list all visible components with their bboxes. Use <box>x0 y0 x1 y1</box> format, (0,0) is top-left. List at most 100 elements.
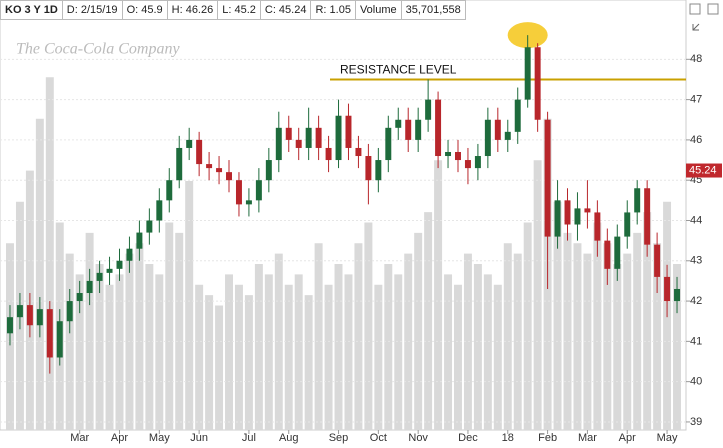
y-tick-label: 47 <box>690 94 702 106</box>
volume-bar <box>185 181 194 430</box>
candle-body <box>445 151 452 157</box>
icon[interactable] <box>692 23 700 31</box>
y-tick-label: 41 <box>690 335 702 347</box>
volume-bar <box>583 253 592 430</box>
candle-body <box>395 119 402 128</box>
volume-label: Volume <box>355 0 402 20</box>
volume-bar <box>473 264 482 430</box>
x-tick-label: Jun <box>190 432 208 444</box>
candle-body <box>584 208 591 213</box>
candle-body <box>166 180 173 201</box>
y-tick-label: 39 <box>690 416 702 428</box>
candle-body <box>435 99 442 157</box>
candle-body <box>126 248 133 261</box>
candle-body <box>375 160 382 181</box>
candle-body <box>544 119 551 237</box>
candle-body <box>325 147 332 161</box>
candle-body <box>464 160 471 169</box>
candle-body <box>136 232 143 249</box>
volume-bar <box>314 243 323 430</box>
volume-bar <box>414 232 423 430</box>
candle-body <box>455 151 461 161</box>
candle-body <box>664 276 671 302</box>
candle-body <box>56 321 63 358</box>
x-tick-label: Oct <box>370 432 387 444</box>
x-tick-label: Sep <box>329 432 349 444</box>
volume-bar <box>274 253 283 430</box>
volume-bar <box>45 77 54 430</box>
volume-bar <box>424 212 433 430</box>
volume-bar <box>95 264 104 430</box>
volume-bar <box>195 284 204 430</box>
symbol: KO 3 Y 1D <box>0 0 63 20</box>
volume-bar <box>35 118 44 430</box>
x-tick-label: Apr <box>619 432 636 444</box>
volume-bar <box>145 264 154 430</box>
volume-bar <box>254 264 263 430</box>
candle-body <box>534 47 541 120</box>
candle-body <box>216 168 223 173</box>
x-tick-label: Feb <box>538 432 557 444</box>
watermark: The Coca-Cola Company <box>16 41 180 58</box>
candle-body <box>594 212 601 241</box>
volume-bar <box>533 160 542 430</box>
candle-body <box>624 212 631 237</box>
range: R: 1.05 <box>311 0 356 20</box>
volume-bar <box>613 264 622 430</box>
volume-bar <box>623 253 632 430</box>
candle-body <box>265 160 272 181</box>
candle-body <box>474 156 481 169</box>
candle-body <box>355 147 362 157</box>
volume-bar <box>603 243 612 430</box>
candle-body <box>6 317 13 334</box>
candle-body <box>335 115 342 161</box>
icon[interactable] <box>707 3 719 15</box>
volume-bar <box>653 243 662 430</box>
info-bar: KO 3 Y 1D D: 2/15/19 O: 45.9 H: 46.26 L:… <box>0 0 466 20</box>
candle-body <box>484 119 491 157</box>
x-tick-label: Dec <box>458 432 478 444</box>
volume-bar <box>374 284 383 430</box>
candle-body <box>654 244 661 277</box>
y-tick-label: 40 <box>690 376 702 388</box>
candle-body <box>365 156 372 181</box>
volume-bar <box>234 284 243 430</box>
candle-body <box>275 127 282 161</box>
open: O: 45.9 <box>122 0 168 20</box>
volume-bar <box>165 222 174 430</box>
candle-body <box>116 260 123 269</box>
volume-bar <box>553 201 562 430</box>
candle-body <box>494 119 501 140</box>
volume-bar <box>454 284 462 430</box>
volume-bar <box>105 284 114 430</box>
volume-bar <box>563 232 572 430</box>
candle-body <box>644 188 651 245</box>
candle-body <box>285 127 292 140</box>
y-tick-label: 43 <box>690 255 702 267</box>
candle-body <box>504 131 511 140</box>
low: L: 45.2 <box>218 0 261 20</box>
volume-bar <box>264 274 273 430</box>
volume-bar <box>294 274 303 430</box>
candle-body <box>26 305 33 326</box>
y-tick-label: 48 <box>690 53 702 65</box>
candle-body <box>345 115 352 148</box>
volume-bar <box>135 243 144 430</box>
candle-body <box>235 180 242 205</box>
volume-bar <box>523 222 532 430</box>
candle-body <box>425 99 432 120</box>
x-tick-label: May <box>657 432 678 444</box>
icon[interactable] <box>689 3 701 15</box>
volume-bar <box>324 284 333 430</box>
x-tick-label: Apr <box>111 432 128 444</box>
volume-bar <box>573 243 582 430</box>
volume-bar <box>215 305 224 430</box>
volume-bar <box>244 295 253 430</box>
volume-bar <box>493 284 502 430</box>
candle-body <box>564 200 571 225</box>
price-tag-box <box>686 163 722 178</box>
volume-bar <box>205 295 214 430</box>
volume-bar <box>284 284 293 430</box>
volume-bar <box>85 232 94 430</box>
volume-bar <box>444 274 453 430</box>
